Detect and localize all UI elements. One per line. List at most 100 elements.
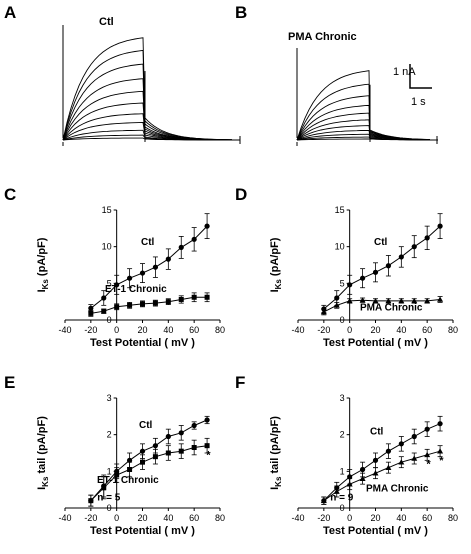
data-point (372, 457, 379, 463)
data-point (178, 296, 184, 302)
x-tick-label: -20 (84, 325, 97, 335)
data-point (165, 256, 171, 262)
data-point (437, 448, 444, 454)
data-point (359, 475, 366, 481)
series-line (323, 450, 441, 502)
x-axis-label: Test Potential ( mV ) (90, 337, 195, 349)
data-point (385, 464, 392, 470)
data-point (165, 450, 171, 456)
panel-title-a: Ctl (99, 16, 114, 28)
data-point (178, 448, 184, 454)
y-tick-label: 0 (107, 503, 112, 513)
x-tick-label: -40 (58, 513, 71, 523)
series-triangle: PMA Chronic (320, 445, 444, 505)
data-point (152, 300, 158, 306)
data-point (372, 470, 379, 476)
data-point (178, 244, 184, 250)
data-point (178, 430, 184, 436)
x-tick-label: 40 (396, 325, 406, 335)
data-point (333, 302, 340, 308)
y-tick-label: 1 (340, 466, 345, 476)
y-tick-label: 3 (340, 393, 345, 403)
series-line (90, 296, 208, 314)
data-point (385, 297, 392, 304)
data-point (411, 433, 417, 440)
data-point (411, 244, 417, 250)
data-point (140, 459, 145, 465)
significance-marker: * (206, 450, 211, 462)
data-point (346, 481, 353, 487)
data-point (114, 472, 120, 478)
x-axis-label: Test Potential ( mV ) (323, 525, 428, 537)
y-axis-label-rest: tail (pA/pF) (269, 416, 281, 477)
series-label: PMA Chronic (360, 302, 423, 313)
panel-b: B PMA Chronic (235, 3, 438, 146)
data-point (204, 223, 210, 229)
x-axis-label: Test Potential ( mV ) (323, 337, 428, 349)
y-axis-label-sub: Ks (274, 279, 283, 290)
data-point (334, 295, 340, 301)
y-axis-label-sub: Ks (41, 476, 50, 487)
data-point (437, 223, 443, 229)
data-point (191, 236, 197, 242)
data-point (398, 297, 405, 304)
panel-letter-d: D (235, 185, 247, 204)
data-point (114, 304, 120, 310)
x-tick-label: 40 (163, 513, 173, 523)
y-axis-label-main: I (269, 289, 281, 292)
y-tick-label: 15 (102, 205, 112, 215)
y-axis-label-main: I (269, 487, 281, 490)
series-line (323, 299, 441, 313)
x-tick-label: -40 (291, 513, 304, 523)
x-tick-label: 80 (215, 325, 225, 335)
y-axis-label: IKs tail (pA/pF) (36, 416, 50, 490)
x-axis-label: Test Potential ( mV ) (90, 525, 195, 537)
y-axis-label-sub: Ks (41, 279, 50, 290)
data-point (140, 301, 145, 307)
data-point (204, 443, 210, 449)
data-point (204, 294, 210, 300)
panel-letter-b: B (235, 3, 247, 22)
data-point (359, 275, 366, 281)
y-axis-label: IKs (pA/pF) (269, 237, 283, 292)
panel-letter-e: E (4, 373, 15, 392)
current-trace (62, 49, 233, 141)
x-tick-label: 20 (137, 513, 147, 523)
data-point (398, 441, 404, 447)
panel-letter-a: A (4, 3, 16, 22)
current-trace (62, 113, 232, 141)
significance-marker: * (426, 459, 431, 471)
current-traces-pma (296, 48, 438, 146)
data-point (372, 269, 379, 275)
series-line (323, 423, 441, 502)
y-axis-label-sub: Ks (274, 476, 283, 487)
data-point (424, 297, 431, 304)
data-point (126, 275, 133, 281)
panel-letter-c: C (4, 185, 16, 204)
series-circle: Ctl (88, 213, 210, 313)
x-tick-label: -20 (317, 513, 330, 523)
data-point (191, 445, 197, 450)
x-tick-label: 0 (347, 325, 352, 335)
data-point (191, 422, 197, 429)
data-point (88, 498, 94, 504)
y-tick-label: 10 (335, 242, 345, 252)
data-point (165, 299, 171, 305)
data-point (437, 296, 444, 302)
data-point (127, 467, 133, 472)
x-tick-label: -40 (58, 325, 71, 335)
data-point (346, 297, 353, 304)
chart-c: C -40 -20 0 20 40 60 80 0 5 10 15 Test Potential ( m… (4, 185, 225, 349)
series-line (90, 445, 208, 502)
x-tick-label: 20 (370, 513, 380, 523)
chart-d: D -40 -20 0 20 40 60 80 0 5 10 15 Test Potential ( m… (235, 185, 458, 349)
series-label: ET-1 Chronic (97, 475, 159, 486)
data-point (139, 448, 146, 454)
panel-title-b: PMA Chronic (288, 31, 357, 43)
data-point (347, 282, 353, 288)
y-tick-label: 0 (107, 315, 112, 325)
x-tick-label: 60 (422, 513, 432, 523)
data-point (191, 294, 197, 300)
sample-size-label: n = 5 (97, 493, 121, 504)
y-axis-label-rest: (pA/pF) (36, 237, 48, 279)
